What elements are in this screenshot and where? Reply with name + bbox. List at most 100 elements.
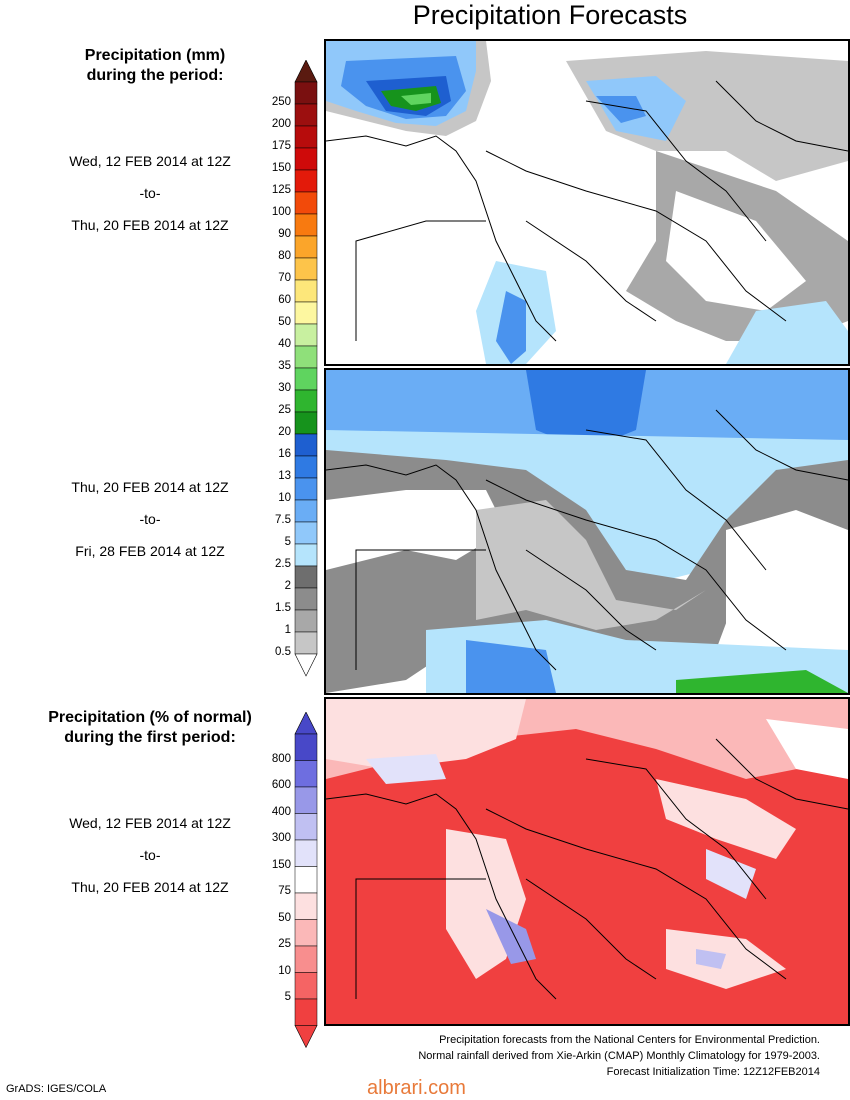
period-1-to: -to- <box>139 185 161 201</box>
mm-scale-label: 175 <box>271 140 291 152</box>
mm-scale-label: 7.5 <box>275 514 291 526</box>
mm-scale-swatch <box>294 81 318 105</box>
mm-scale-label: 150 <box>271 162 291 174</box>
mm-color-scale: 250 200 175 150 125 100 90 80 70 60 50 40 35 30 25 20 16… <box>245 60 325 677</box>
mm-scale-label: 200 <box>271 118 291 130</box>
footer-line3: Forecast Initialization Time: 12Z12FEB20… <box>606 1066 820 1078</box>
period-3-end: Thu, 20 FEB 2014 at 12Z <box>71 879 229 895</box>
pct-heading: Precipitation (% of normal) during the f… <box>30 708 270 748</box>
pct-heading-line2: during the first period: <box>64 729 236 746</box>
mm-scale-swatch <box>294 631 318 655</box>
pct-scale-swatch <box>294 892 318 920</box>
period-3-label: Wed, 12 FEB 2014 at 12Z -to- Thu, 20 FEB… <box>30 812 270 908</box>
period-1-label: Wed, 12 FEB 2014 at 12Z -to- Thu, 20 FEB… <box>30 150 270 246</box>
pct-scale-swatch <box>294 866 318 894</box>
grads-credit: GrADS: IGES/COLA <box>6 1083 107 1095</box>
mm-scale-label: 60 <box>278 294 291 306</box>
mm-scale-swatch <box>294 499 318 523</box>
mm-scale-swatch <box>294 103 318 127</box>
mm-scale-label: 1 <box>284 624 291 636</box>
mm-scale-label: 16 <box>278 448 291 460</box>
mm-scale-bottom-arrow <box>294 653 318 677</box>
pct-scale-bottom-arrow <box>294 1025 318 1049</box>
pct-scale-top-arrow <box>294 712 318 735</box>
mm-scale-swatch <box>294 235 318 259</box>
mm-scale-label: 250 <box>271 96 291 108</box>
mm-scale-swatch <box>294 301 318 325</box>
mm-scale-label: 125 <box>271 184 291 196</box>
footer-notes: Precipitation forecasts from the Nationa… <box>300 1032 820 1080</box>
period-2-to: -to- <box>139 511 161 527</box>
pct-scale-swatch <box>294 919 318 947</box>
pct-scale-label: 400 <box>271 805 291 818</box>
mm-scale-swatch <box>294 125 318 149</box>
map-percent-normal <box>326 699 848 1024</box>
period-3-to: -to- <box>139 847 161 863</box>
period-1-start: Wed, 12 FEB 2014 at 12Z <box>69 153 231 169</box>
pct-scale-swatch <box>294 839 318 867</box>
pct-scale-label: 50 <box>278 911 291 924</box>
mm-scale-label: 5 <box>284 536 291 548</box>
pct-scale-label: 75 <box>278 885 291 897</box>
mm-scale-swatch <box>294 257 318 281</box>
page-title: Precipitation Forecasts <box>412 0 688 30</box>
pct-color-scale: 800 600 400 300 150 75 50 25 10 5 <box>245 712 325 1049</box>
mm-scale-swatch <box>294 213 318 237</box>
mm-scale-swatch <box>294 521 318 545</box>
mm-scale-label: 90 <box>278 228 291 240</box>
mm-scale-label: 40 <box>278 338 291 350</box>
mm-scale-label: 30 <box>278 382 291 394</box>
mm-scale-swatch <box>294 389 318 413</box>
pct-scale-label: 600 <box>271 779 291 791</box>
pct-scale-label: 800 <box>271 752 291 765</box>
mm-scale-label: 10 <box>278 492 291 504</box>
period-1-end: Thu, 20 FEB 2014 at 12Z <box>71 217 229 233</box>
mm-scale-swatch <box>294 477 318 501</box>
mm-heading-line1: Precipitation (mm) <box>84 47 226 64</box>
pct-scale-label: 300 <box>271 832 291 844</box>
mm-scale-swatch <box>294 279 318 303</box>
pct-scale-swatch <box>294 813 318 841</box>
mm-scale-label: 1.5 <box>275 602 291 614</box>
mm-scale-swatch <box>294 609 318 633</box>
mm-scale-swatch <box>294 411 318 435</box>
mm-scale-bar <box>294 60 318 677</box>
period-2-label: Thu, 20 FEB 2014 at 12Z -to- Fri, 28 FEB… <box>30 476 270 572</box>
pct-scale-swatch <box>294 760 318 788</box>
pct-scale-swatch <box>294 998 318 1026</box>
map-precip-week2 <box>326 370 848 693</box>
mm-scale-label: 100 <box>271 206 291 218</box>
mm-scale-label: 13 <box>278 470 291 482</box>
mm-scale-swatch <box>294 587 318 611</box>
pct-scale-label: 25 <box>278 938 291 950</box>
mm-scale-swatch <box>294 345 318 369</box>
mm-scale-label: 2 <box>284 580 291 592</box>
pct-scale-label: 10 <box>278 964 291 977</box>
mm-scale-label: 25 <box>278 404 291 416</box>
mm-scale-top-arrow <box>294 60 318 83</box>
pct-scale-swatch <box>294 972 318 1000</box>
mm-scale-swatch <box>294 169 318 193</box>
mm-heading-line2: during the period: <box>86 67 224 84</box>
pct-scale-label: 5 <box>284 991 291 1003</box>
watermark: albrari.com <box>367 1077 466 1099</box>
map-panel-precip-week2 <box>324 368 850 695</box>
map-panel-percent-normal <box>324 697 850 1026</box>
mm-scale-swatch <box>294 323 318 347</box>
mm-scale-label: 80 <box>278 250 291 262</box>
period-2-start: Thu, 20 FEB 2014 at 12Z <box>71 479 229 495</box>
pct-scale-swatch <box>294 733 318 761</box>
mm-scale-swatch <box>294 367 318 391</box>
footer-line1: Precipitation forecasts from the Nationa… <box>439 1034 820 1046</box>
mm-scale-label: 70 <box>278 272 291 284</box>
mm-scale-label: 35 <box>278 360 291 372</box>
pct-scale-bar <box>294 712 318 1049</box>
mm-scale-label: 2.5 <box>275 558 291 570</box>
mm-scale-swatch <box>294 543 318 567</box>
pct-scale-swatch <box>294 945 318 973</box>
mm-scale-swatch <box>294 565 318 589</box>
pct-scale-swatch <box>294 786 318 814</box>
period-2-end: Fri, 28 FEB 2014 at 12Z <box>75 543 225 559</box>
mm-scale-swatch <box>294 433 318 457</box>
mm-scale-swatch <box>294 455 318 479</box>
